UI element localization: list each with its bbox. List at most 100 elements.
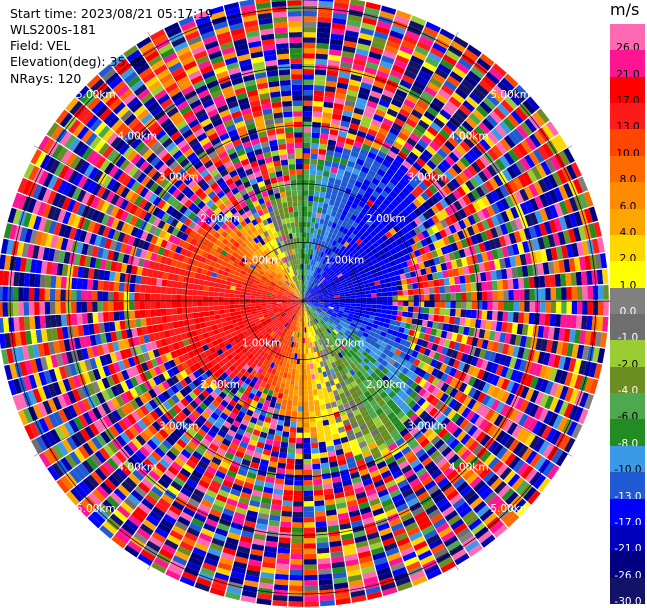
- velocity-gate: [313, 390, 318, 396]
- velocity-gate: [307, 364, 311, 370]
- velocity-gate: [376, 293, 382, 297]
- velocity-gate: [306, 243, 309, 248]
- velocity-gate: [280, 404, 286, 410]
- velocity-gate: [288, 443, 295, 449]
- velocity-gate: [303, 138, 311, 143]
- velocity-gate: [315, 410, 321, 416]
- velocity-gate: [377, 297, 382, 301]
- velocity-gate: [476, 310, 482, 319]
- velocity-gate: [294, 385, 299, 391]
- velocity-gate: [498, 301, 504, 311]
- velocity-gate: [539, 313, 545, 325]
- velocity-gate: [285, 384, 290, 390]
- velocity-gate: [434, 287, 440, 294]
- velocity-gate: [435, 301, 440, 308]
- velocity-gate: [366, 290, 372, 294]
- velocity-gate: [464, 275, 470, 284]
- velocity-gate: [403, 295, 408, 300]
- velocity-gate: [303, 333, 305, 338]
- velocity-gate: [288, 601, 303, 607]
- velocity-gate: [303, 111, 312, 116]
- velocity-gate: [423, 314, 429, 321]
- velocity-gate: [304, 475, 313, 481]
- velocity-gate: [313, 101, 323, 107]
- velocity-gate: [459, 275, 465, 283]
- velocity-gate: [456, 293, 461, 301]
- velocity-gate: [303, 232, 306, 237]
- velocity-gate: [387, 301, 392, 305]
- velocity-gate: [297, 427, 303, 432]
- velocity-gate: [317, 389, 322, 395]
- velocity-gate: [318, 154, 326, 160]
- velocity-gate: [296, 438, 303, 443]
- velocity-gate: [298, 406, 303, 411]
- velocity-gate: [571, 315, 577, 328]
- velocity-gate: [291, 538, 303, 544]
- velocity-gate: [284, 421, 291, 427]
- velocity-gate: [291, 411, 297, 417]
- velocity-gate: [316, 43, 329, 49]
- velocity-gate: [303, 354, 306, 359]
- velocity-gate: [293, 506, 303, 512]
- velocity-gate: [284, 389, 289, 395]
- velocity-gate: [440, 294, 445, 301]
- velocity-gate: [392, 306, 398, 311]
- velocity-gate: [295, 374, 299, 380]
- velocity-gate: [445, 308, 451, 315]
- velocity-gate: [455, 284, 461, 292]
- velocity-gate: [550, 275, 556, 287]
- velocity-gate: [320, 192, 326, 198]
- velocity-gate: [304, 580, 318, 586]
- velocity-gate: [424, 307, 430, 313]
- velocity-gate: [502, 311, 508, 321]
- velocity-gate: [466, 292, 471, 300]
- velocity-gate: [283, 490, 293, 496]
- velocity-gate: [280, 527, 291, 533]
- velocity-gate: [295, 464, 303, 469]
- velocity-gate: [561, 301, 567, 314]
- velocity-gate: [304, 480, 313, 486]
- velocity-gate: [422, 320, 428, 327]
- velocity-gate: [401, 317, 407, 323]
- velocity-gate: [303, 148, 310, 153]
- velocity-gate: [308, 395, 313, 401]
- velocity-gate: [303, 206, 308, 211]
- velocity-gate: [529, 289, 535, 300]
- velocity-gate: [293, 512, 303, 518]
- velocity-gate: [296, 443, 303, 448]
- velocity-gate: [303, 201, 308, 206]
- velocity-gate: [316, 48, 328, 54]
- velocity-gate: [275, 569, 288, 575]
- velocity-gate: [303, 380, 307, 385]
- velocity-gate: [392, 310, 398, 315]
- velocity-gate: [540, 301, 546, 313]
- velocity-gate: [304, 491, 313, 497]
- velocity-gate: [309, 353, 312, 359]
- velocity-gate: [402, 284, 408, 290]
- velocity-gate: [319, 144, 327, 150]
- velocity-gate: [318, 563, 331, 569]
- velocity-gate: [385, 319, 391, 324]
- velocity-gate: [529, 313, 535, 324]
- velocity-gate: [304, 575, 317, 581]
- velocity-gate: [304, 527, 315, 533]
- velocity-gate: [278, 457, 286, 463]
- velocity-gate: [482, 291, 488, 300]
- velocity-gate: [303, 406, 308, 411]
- velocity-gate: [492, 281, 498, 291]
- velocity-gate: [303, 48, 315, 54]
- velocity-gate: [312, 117, 321, 123]
- velocity-gate: [439, 308, 445, 315]
- velocity-gate: [387, 305, 393, 310]
- velocity-gate: [305, 338, 307, 343]
- velocity-gate: [321, 213, 326, 219]
- velocity-gate: [433, 315, 439, 322]
- velocity-gate: [460, 284, 466, 292]
- velocity-gate: [312, 453, 320, 459]
- velocity-gate: [303, 338, 305, 343]
- velocity-gate: [316, 212, 321, 218]
- velocity-gate: [470, 319, 476, 328]
- velocity-gate: [597, 316, 603, 331]
- velocity-gate: [277, 420, 284, 426]
- velocity-gate: [460, 309, 466, 317]
